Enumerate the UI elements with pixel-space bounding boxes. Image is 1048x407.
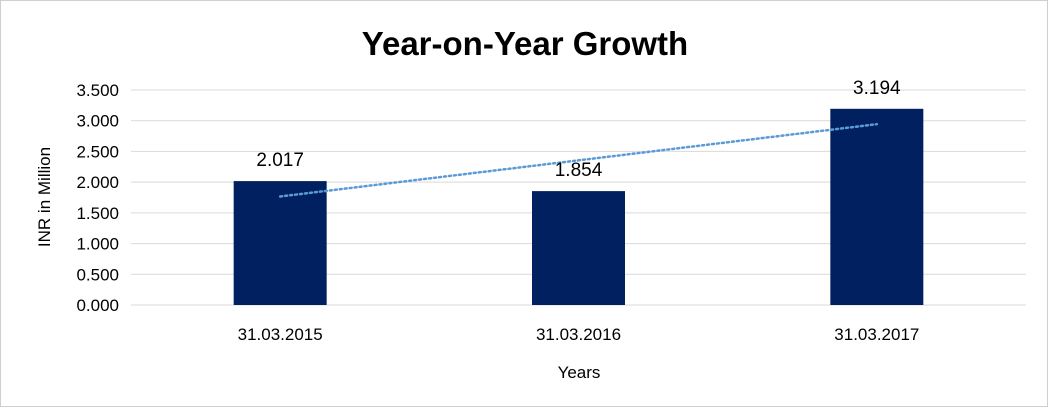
y-tick-label: 1.000 <box>76 235 119 254</box>
y-tick-label: 2.500 <box>76 142 119 161</box>
y-axis-ticks: 0.000 0.500 1.000 1.500 2.000 2.500 3.000 3.500 <box>76 81 119 315</box>
x-tick-label: 31.03.2015 <box>238 325 323 344</box>
x-axis-ticks: 31.03.2015 31.03.2016 31.03.2017 <box>238 325 920 344</box>
bar <box>532 191 625 305</box>
bars <box>233 108 924 305</box>
data-label: 3.194 <box>853 78 901 99</box>
trendline-line <box>278 122 879 198</box>
y-tick-label: 3.500 <box>76 81 119 100</box>
bar <box>830 108 924 305</box>
chart-title: Year-on-Year Growth <box>362 25 688 62</box>
y-tick-label: 1.500 <box>76 204 119 223</box>
y-tick-label: 3.000 <box>76 112 119 131</box>
bar <box>233 181 327 305</box>
y-tick-label: 2.000 <box>76 173 119 192</box>
data-label: 1.854 <box>555 160 603 181</box>
data-label: 2.017 <box>256 150 304 171</box>
x-tick-label: 31.03.2016 <box>536 325 621 344</box>
x-tick-label: 31.03.2017 <box>834 325 919 344</box>
y-axis-title: INR in Million <box>35 147 54 247</box>
y-tick-label: 0.000 <box>76 296 119 315</box>
x-axis-title: Years <box>558 363 601 382</box>
trendline <box>278 122 879 198</box>
y-tick-label: 0.500 <box>76 265 119 284</box>
data-labels: 2.017 1.854 3.194 <box>256 78 901 181</box>
